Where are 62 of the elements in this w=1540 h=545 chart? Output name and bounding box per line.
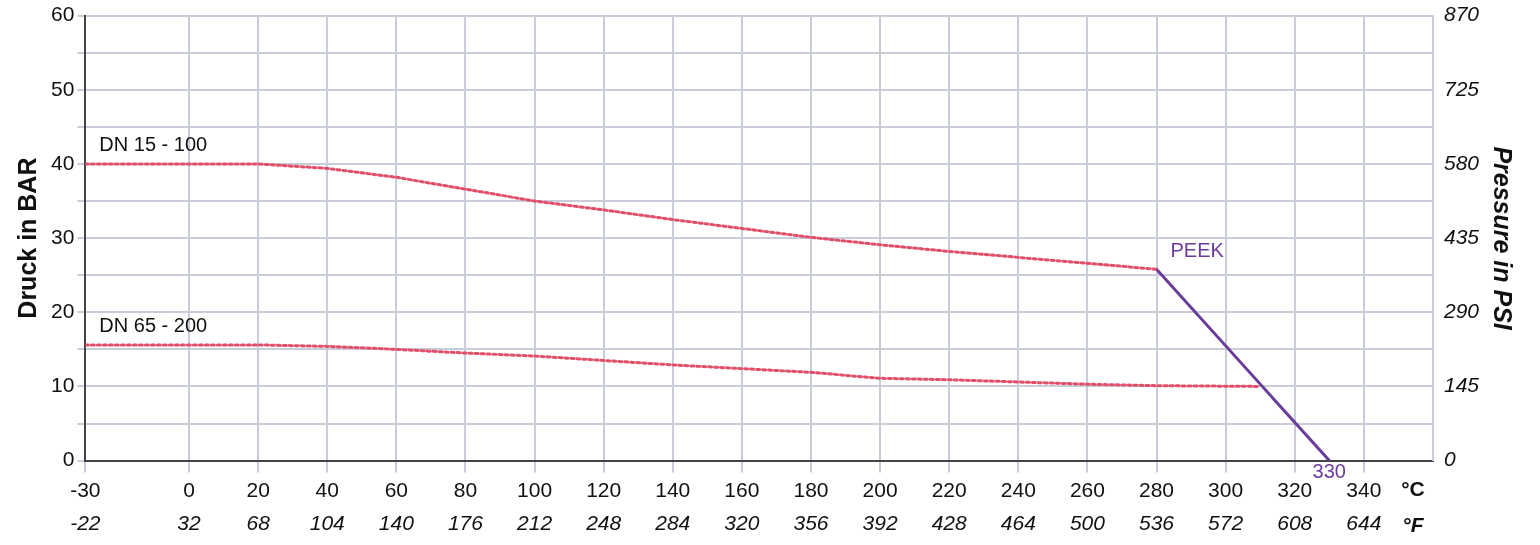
x-tick-label: 200 [862, 478, 898, 501]
y2-tick-label: 0 [1443, 447, 1456, 471]
x2-tick-label: 500 [1069, 511, 1106, 535]
y2-tick-label: 580 [1443, 150, 1480, 174]
y-axis-title: Druck in BAR [12, 157, 41, 319]
y2-axis-title: Pressure in PSI [1489, 146, 1518, 331]
x2-tick-label: 428 [931, 511, 968, 535]
series-label: DN 65 - 200 [99, 314, 208, 337]
x-tick-label: 300 [1208, 478, 1244, 501]
x2-tick-label: 176 [447, 511, 484, 535]
annotation: 330 [1312, 460, 1346, 483]
x2-tick-label: 140 [378, 511, 415, 535]
y-tick-label: 40 [51, 150, 75, 174]
x2-tick-label: 68 [246, 511, 271, 535]
x-tick-label: 80 [453, 478, 478, 501]
x2-tick-label: 320 [724, 511, 760, 535]
x-tick-label: 20 [246, 478, 270, 501]
x2-tick-label: 212 [516, 511, 553, 535]
y2-tick-label: 145 [1443, 373, 1480, 397]
x2-tick-label: 464 [1000, 511, 1036, 535]
x2-tick-label: 284 [654, 511, 691, 535]
x-tick-label: 60 [384, 478, 409, 501]
x2-tick-label: 644 [1346, 511, 1382, 535]
y2-tick-label: 290 [1442, 299, 1480, 323]
x-tick-label: 240 [1000, 478, 1036, 501]
x2-tick-label: 608 [1277, 511, 1313, 535]
y2-tick-label: 725 [1443, 76, 1480, 100]
x-tick-label: 280 [1139, 478, 1175, 501]
x-tick-label: 140 [655, 478, 691, 501]
x-axis-title: °C [1401, 477, 1425, 501]
x-tick-label: -30 [70, 478, 101, 501]
y-tick-label: 50 [51, 76, 75, 100]
y-tick-label: 0 [62, 447, 75, 471]
series-label: PEEK [1170, 238, 1225, 261]
x-tick-label: 40 [315, 478, 339, 501]
x-tick-label: 320 [1277, 478, 1313, 501]
x2-tick-label: -22 [70, 511, 101, 535]
x-tick-label: 260 [1069, 478, 1105, 501]
x-tick-label: 120 [586, 478, 622, 501]
x-tick-label: 0 [183, 478, 195, 501]
y2-tick-label: 435 [1443, 224, 1480, 248]
x-tick-label: 220 [931, 478, 967, 501]
x-tick-label: 180 [793, 478, 829, 501]
y-tick-label: 10 [51, 373, 75, 397]
series-label: DN 15 - 100 [99, 133, 208, 156]
x2-tick-label: 32 [177, 511, 202, 535]
y2-tick-label: 870 [1443, 2, 1480, 26]
y-tick-label: 60 [51, 2, 75, 26]
line-series [85, 162, 1159, 271]
x2-tick-label: 572 [1208, 511, 1244, 535]
y-tick-label: 30 [51, 224, 75, 248]
y-tick-label: 20 [51, 299, 75, 323]
x-tick-label: 100 [517, 478, 553, 501]
x-tick-label: 160 [724, 478, 760, 501]
x2-tick-label: 356 [793, 511, 829, 535]
x2-axis-title: °F [1402, 512, 1425, 536]
line-series [85, 343, 1262, 388]
x2-tick-label: 104 [309, 511, 345, 535]
x-tick-label: 340 [1346, 478, 1382, 501]
x2-tick-label: 392 [862, 511, 898, 535]
x2-tick-label: 248 [585, 511, 622, 535]
x2-tick-label: 536 [1139, 511, 1175, 535]
